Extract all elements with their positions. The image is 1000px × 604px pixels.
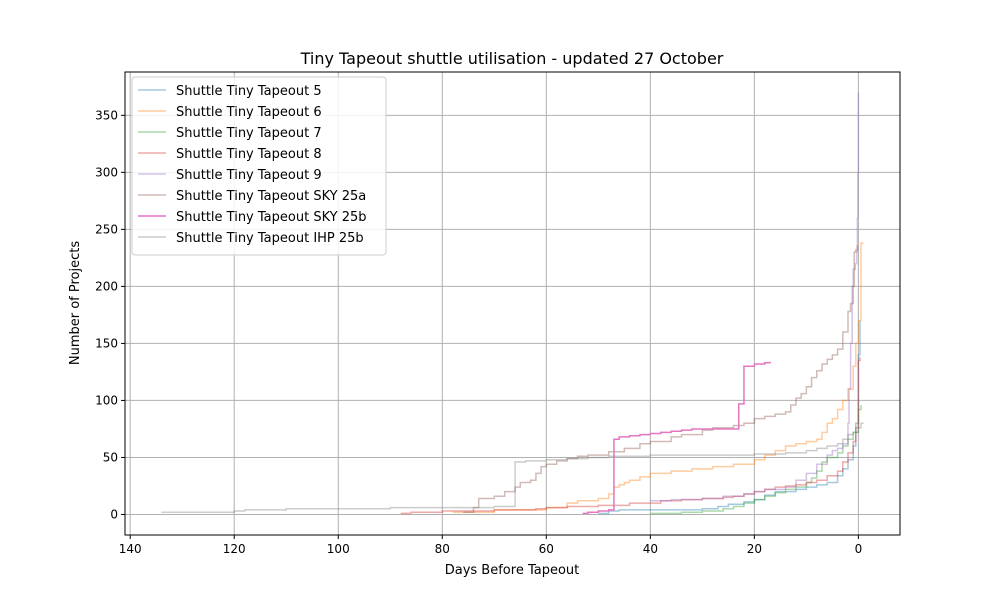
legend-label: Shuttle Tiny Tapeout SKY 25b: [176, 210, 367, 225]
series-line-shuttle-tiny-tapeout-9: [650, 92, 860, 502]
y-tick-label: 300: [95, 165, 118, 179]
legend-label: Shuttle Tiny Tapeout 8: [176, 147, 322, 162]
series-line-shuttle-tiny-tapeout-sky-25b: [582, 361, 771, 515]
series-line-shuttle-tiny-tapeout-sky-25a: [463, 245, 859, 513]
y-tick-label: 150: [95, 336, 118, 350]
legend-label: Shuttle Tiny Tapeout 9: [176, 168, 322, 183]
y-tick-label: 0: [110, 507, 118, 521]
legend-label: Shuttle Tiny Tapeout 6: [176, 105, 322, 120]
series-line-shuttle-tiny-tapeout-7: [650, 405, 862, 515]
legend-label: Shuttle Tiny Tapeout IHP 25b: [176, 231, 364, 246]
legend-label: Shuttle Tiny Tapeout 7: [176, 126, 322, 141]
series-line-shuttle-tiny-tapeout-8: [400, 357, 861, 515]
x-tick-label: 0: [855, 542, 863, 556]
x-tick-label: 120: [223, 542, 246, 556]
legend-label: Shuttle Tiny Tapeout 5: [176, 84, 322, 99]
legend-label: Shuttle Tiny Tapeout SKY 25a: [176, 189, 366, 204]
y-tick-label: 50: [103, 450, 118, 464]
y-axis-label: Number of Projects: [68, 241, 83, 365]
series-layer: [161, 92, 864, 515]
y-tick-label: 100: [95, 393, 118, 407]
series-line-shuttle-tiny-tapeout-6: [452, 242, 864, 513]
series-line-shuttle-tiny-tapeout-5: [598, 320, 861, 515]
y-tick-label: 250: [95, 222, 118, 236]
legend: Shuttle Tiny Tapeout 5 Shuttle Tiny Tapeo…: [131, 76, 387, 256]
series-line-shuttle-tiny-tapeout-ihp-25b: [161, 422, 864, 513]
x-tick-label: 80: [435, 542, 450, 556]
x-tick-label: 60: [539, 542, 554, 556]
chart-title: Tiny Tapeout shuttle utilisation - updat…: [300, 49, 724, 68]
y-tick-label: 200: [95, 279, 118, 293]
x-tick-label: 40: [643, 542, 658, 556]
grid: [125, 72, 900, 535]
plot-frame: [124, 71, 901, 536]
x-tick-label: 100: [327, 542, 350, 556]
legend-box: [131, 76, 387, 256]
y-tick-label: 350: [95, 108, 118, 122]
x-axis-label: Days Before Tapeout: [445, 563, 580, 578]
x-tick-label: 140: [119, 542, 142, 556]
x-tick-label: 20: [747, 542, 762, 556]
